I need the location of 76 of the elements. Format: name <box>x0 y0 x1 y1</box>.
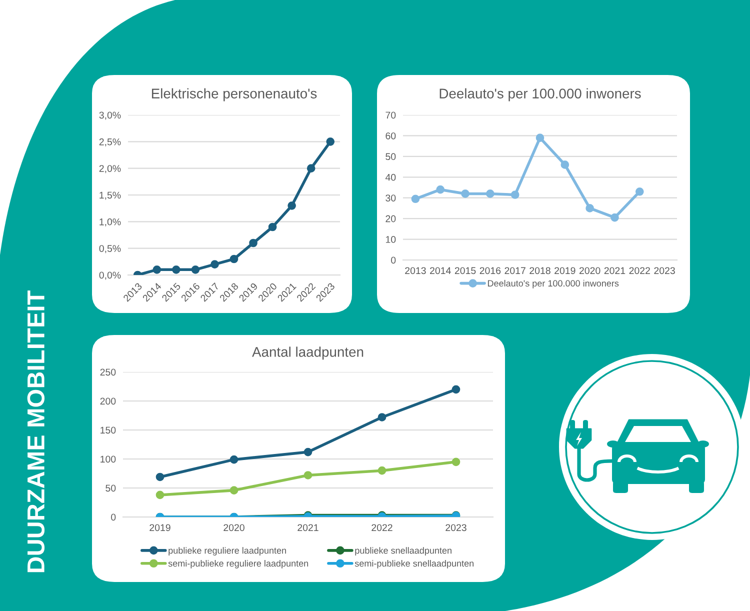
legend-label: publieke snellaadpunten <box>355 547 452 556</box>
y-tick-label: 0,0% <box>99 272 121 280</box>
point <box>306 164 316 172</box>
x-tick-label: 2019 <box>150 524 170 532</box>
point <box>486 190 494 198</box>
point <box>191 266 200 274</box>
point <box>610 213 619 222</box>
y-tick-label: 0 <box>391 256 396 264</box>
point <box>210 260 219 268</box>
y-tick-label: 30 <box>386 194 396 202</box>
y-tick-label: 3,0% <box>99 112 121 120</box>
y-tick-label: 40 <box>385 174 396 181</box>
legend-label: publieke reguliere laadpunten <box>168 547 286 556</box>
x-tick-label: 2021 <box>604 267 626 274</box>
chart-title: Deelauto's per 100.000 inwoners <box>440 88 641 102</box>
legend-label: Deelauto's per 100.000 inwoners <box>488 280 619 288</box>
point <box>172 266 180 274</box>
point <box>452 385 460 394</box>
x-tick-label: 2013 <box>405 267 426 274</box>
point <box>230 486 238 494</box>
y-tick-label: 0,5% <box>99 245 121 254</box>
point <box>230 455 238 464</box>
legend-label: semi-publieke reguliere laadpunten <box>168 560 308 568</box>
x-tick-label: 2014 <box>430 267 451 274</box>
point <box>411 194 420 204</box>
y-tick-label: 0 <box>111 514 116 521</box>
point <box>461 190 470 198</box>
point <box>249 238 258 248</box>
x-tick-label: 2023 <box>654 267 675 274</box>
point <box>304 448 312 456</box>
point <box>536 134 544 142</box>
y-tick-label: 50 <box>386 153 396 160</box>
y-tick-label: 250 <box>100 368 116 376</box>
y-tick-label: 1,0% <box>100 218 121 226</box>
y-tick-label: 150 <box>100 426 116 434</box>
point <box>156 472 164 482</box>
x-tick-label: 2023 <box>446 524 466 532</box>
point <box>326 138 335 146</box>
point <box>378 466 386 475</box>
y-tick-label: 200 <box>100 398 116 405</box>
x-tick-label: 2020 <box>579 267 600 274</box>
point <box>156 490 164 500</box>
point <box>452 458 460 466</box>
x-tick-label: 2021 <box>298 524 318 532</box>
y-tick-label: 2,5% <box>99 138 121 146</box>
point <box>304 471 312 480</box>
x-tick-label: 2018 <box>530 267 550 274</box>
y-tick-label: 50 <box>106 484 116 492</box>
text: DUURZAME MOBILITEIT <box>27 290 45 572</box>
y-tick-label: 60 <box>386 132 396 140</box>
legend-label: semi-publieke snellaadpunten <box>354 560 474 568</box>
point <box>560 160 570 169</box>
x-tick-label: 2020 <box>224 524 244 532</box>
point <box>268 222 277 232</box>
point <box>586 204 594 212</box>
x-tick-label: 2016 <box>480 267 501 274</box>
x-tick-label: 2022 <box>629 267 650 274</box>
point <box>510 190 520 199</box>
y-tick-label: 10 <box>386 236 396 243</box>
chart-title: Elektrische personenauto's <box>152 88 317 102</box>
point <box>230 254 238 264</box>
x-tick-label: 2019 <box>554 267 576 274</box>
point <box>436 185 445 194</box>
y-tick-label: 70 <box>386 112 396 119</box>
point <box>152 266 162 274</box>
x-tick-label: 2017 <box>504 267 526 274</box>
point <box>288 202 296 210</box>
chart-title: Aantal laadpunten <box>252 346 364 360</box>
x-tick-label: 2015 <box>454 267 476 274</box>
y-tick-label: 1,5% <box>100 192 121 200</box>
x-tick-label: 2022 <box>372 524 392 532</box>
y-tick-label: 2,0% <box>99 165 121 174</box>
y-tick-label: 20 <box>386 215 396 222</box>
point <box>378 413 386 422</box>
point <box>635 187 644 196</box>
y-tick-label: 100 <box>100 456 116 463</box>
